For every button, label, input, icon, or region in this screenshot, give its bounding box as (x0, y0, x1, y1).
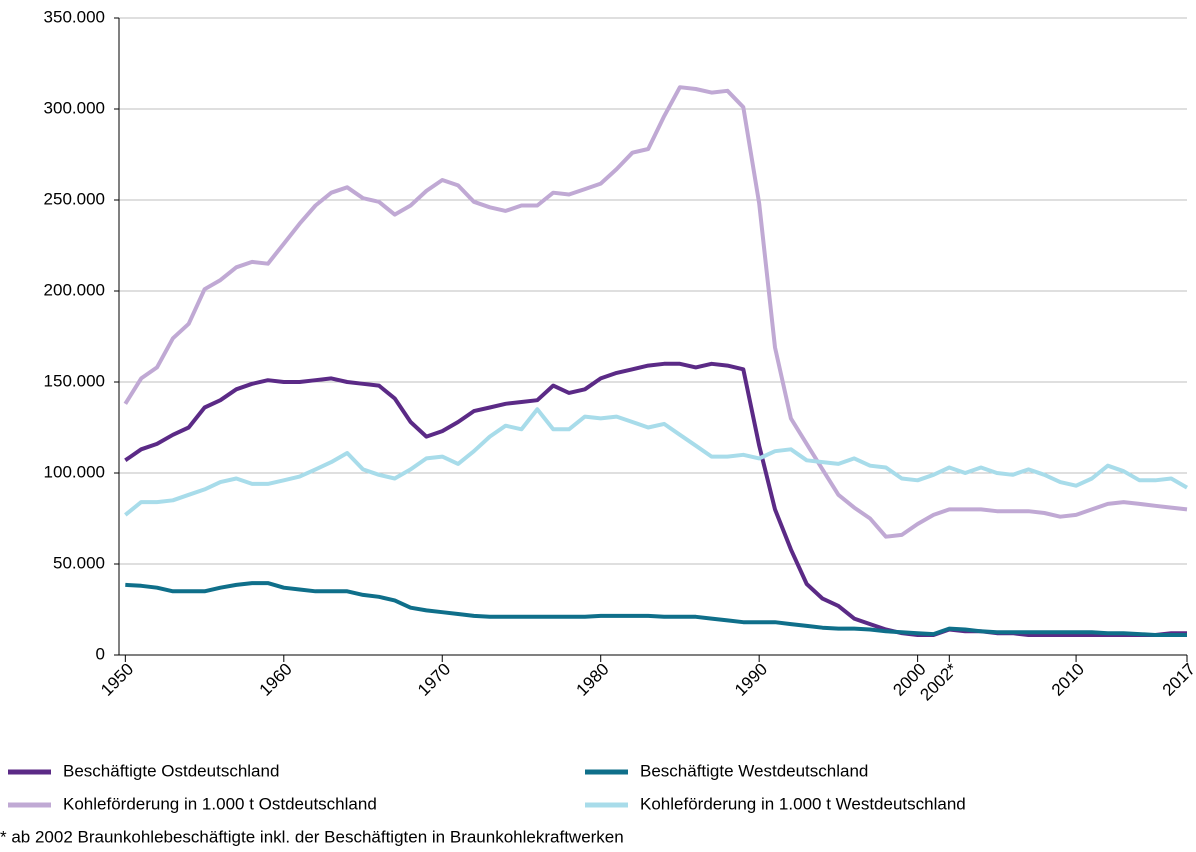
legend-label: Beschäftigte Westdeutschland (640, 761, 868, 780)
y-tick-label: 150.000 (44, 371, 105, 390)
footnote: * ab 2002 Braunkohlebeschäftigte inkl. d… (0, 827, 624, 846)
x-tick-label: 1950 (97, 660, 137, 700)
y-tick-label: 350.000 (44, 7, 105, 26)
legend-label: Beschäftigte Ostdeutschland (63, 761, 279, 780)
series-line (124, 361, 1187, 637)
y-tick-label: 100.000 (44, 462, 105, 481)
x-tick-label: 1960 (256, 660, 296, 700)
x-tick-label: 2017 (1159, 660, 1196, 700)
y-tick-label: 200.000 (44, 280, 105, 299)
series-line (123, 85, 1188, 539)
y-tick-label: 0 (96, 644, 105, 663)
y-tick-label: 50.000 (53, 553, 105, 572)
legend-label: Kohleförderung in 1.000 t Ostdeutschland (63, 794, 377, 813)
x-tick-label: 1970 (414, 660, 454, 700)
series-line (124, 407, 1188, 517)
series-line (125, 581, 1187, 637)
x-tick-label: 2010 (1048, 660, 1088, 700)
y-tick-label: 300.000 (44, 98, 105, 117)
y-tick-label: 250.000 (44, 189, 105, 208)
x-tick-label: 2002* (916, 659, 961, 704)
x-tick-label: 1990 (731, 660, 771, 700)
legend-label: Kohleförderung in 1.000 t Westdeutschlan… (640, 794, 966, 813)
x-tick-label: 1980 (573, 660, 613, 700)
